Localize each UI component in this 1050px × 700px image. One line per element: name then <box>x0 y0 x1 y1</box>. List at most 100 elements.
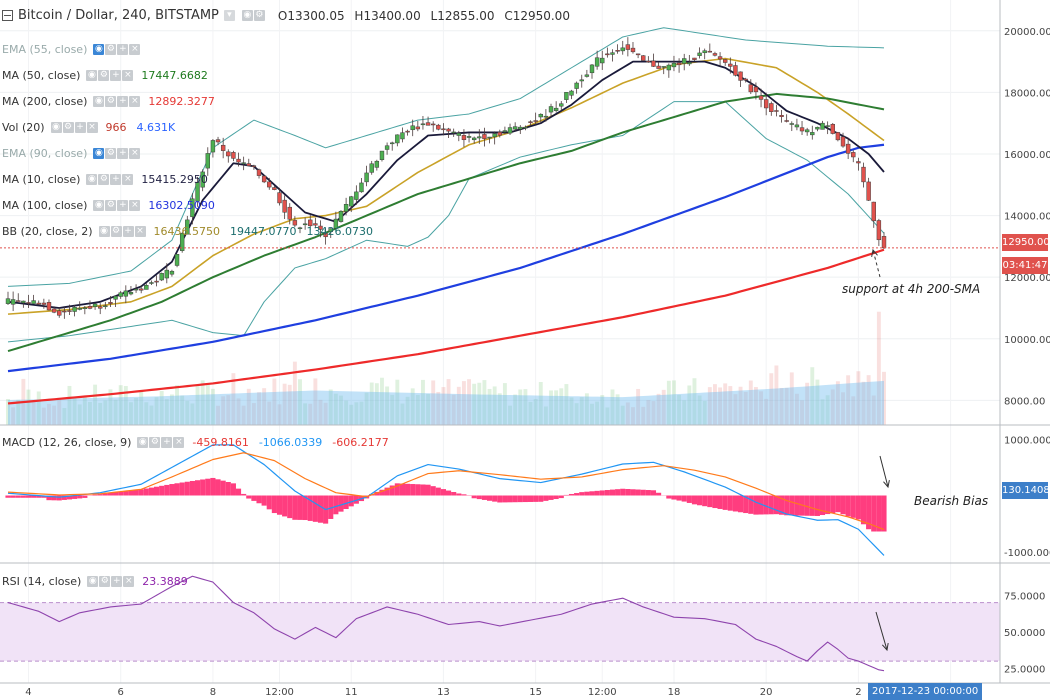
candle-up <box>328 228 333 232</box>
volume-bar <box>292 361 297 425</box>
macd-histogram-bar <box>251 495 257 501</box>
ma10-line <box>7 60 885 309</box>
macd-hist-value: -606.2177 <box>332 436 389 449</box>
macd-histogram-bar <box>538 495 544 502</box>
volume-bar <box>216 405 220 425</box>
close-icon[interactable]: × <box>129 148 141 159</box>
add-icon[interactable]: + <box>117 96 129 107</box>
candle-down <box>26 302 31 304</box>
legend-row: EMA (90, close) ◉ ⚙ + × <box>2 146 144 161</box>
add-icon[interactable]: + <box>122 226 134 237</box>
volume-bar <box>549 390 553 425</box>
macd-histogram-bar <box>138 489 144 496</box>
close-icon[interactable]: × <box>129 44 141 55</box>
close-icon[interactable]: × <box>173 437 185 448</box>
candle-down <box>256 169 262 176</box>
dropdown-icon[interactable]: ▾ <box>223 10 235 21</box>
add-icon[interactable]: + <box>117 200 129 211</box>
bb-upper-line <box>7 27 885 287</box>
candle-up <box>594 57 600 67</box>
legend-value: 15415.2950 <box>141 173 208 186</box>
add-icon[interactable]: + <box>74 122 86 133</box>
volume-bar <box>272 378 277 425</box>
settings-icon[interactable]: ⚙ <box>98 174 110 185</box>
candle-up <box>687 62 692 65</box>
macd-histogram-bar <box>266 495 272 510</box>
close-icon[interactable]: × <box>122 174 134 185</box>
legend-label: EMA (90, close) <box>2 147 88 160</box>
macd-histogram-bar <box>738 495 744 513</box>
settings-icon[interactable]: ⚙ <box>105 44 117 55</box>
candlesticks[interactable] <box>5 37 887 319</box>
rsi-pane <box>0 575 1000 672</box>
volume-bar <box>344 400 349 425</box>
settings-icon[interactable]: ⚙ <box>110 226 122 237</box>
settings-icon[interactable]: ⚙ <box>99 576 111 587</box>
volume-bar <box>103 400 108 425</box>
macd-histogram-bar <box>543 495 549 501</box>
macd-histogram-bar <box>164 484 170 496</box>
volume-bar <box>385 386 390 425</box>
visibility-icon[interactable]: ◉ <box>86 174 98 185</box>
close-icon[interactable]: × <box>129 200 141 211</box>
close-icon[interactable]: × <box>134 226 146 237</box>
candle-down <box>769 103 774 112</box>
add-icon[interactable]: + <box>110 174 122 185</box>
volume-bar <box>871 395 876 425</box>
time-tick-label: 12:00 <box>588 687 617 698</box>
settings-icon[interactable]: ⚙ <box>105 96 117 107</box>
candle-down <box>497 131 502 136</box>
settings-icon[interactable]: ⚙ <box>149 437 161 448</box>
macd-histogram-bar <box>830 495 836 514</box>
visibility-icon[interactable]: ◉ <box>93 148 105 159</box>
visibility-icon[interactable]: ◉ <box>93 44 105 55</box>
settings-icon[interactable]: ⚙ <box>105 200 117 211</box>
close-icon[interactable]: × <box>122 70 134 81</box>
close-icon[interactable]: × <box>129 96 141 107</box>
open-value: O13300.05 <box>277 8 345 23</box>
macd-histogram-bar <box>594 490 600 496</box>
candle-down <box>635 53 641 56</box>
visibility-icon[interactable]: ◉ <box>137 437 149 448</box>
settings-icon[interactable]: ⚙ <box>62 122 74 133</box>
volume-bar <box>805 382 810 425</box>
settings-icon[interactable]: ⚙ <box>105 148 117 159</box>
visibility-icon[interactable]: ◉ <box>86 70 98 81</box>
add-icon[interactable]: + <box>111 576 123 587</box>
time-tick-label: 20 <box>760 687 773 698</box>
candle-up <box>169 270 175 275</box>
add-icon[interactable]: + <box>117 148 129 159</box>
visibility-icon[interactable]: ◉ <box>50 122 62 133</box>
add-icon[interactable]: + <box>110 70 122 81</box>
visibility-icon[interactable]: ◉ <box>93 200 105 211</box>
settings-icon[interactable]: ⚙ <box>253 10 265 21</box>
candle-down <box>261 175 267 183</box>
price-tick-label: 16000.00 <box>1004 150 1050 161</box>
volume-bar <box>748 380 753 425</box>
volume-bar <box>753 387 758 425</box>
add-icon[interactable]: + <box>161 437 173 448</box>
close-icon[interactable]: × <box>123 576 135 587</box>
candle-down <box>405 130 410 133</box>
volume-bar <box>723 383 728 425</box>
volume-bar <box>835 381 840 425</box>
candle-down <box>866 181 871 201</box>
macd-histogram-bar <box>743 495 749 514</box>
volume-bar <box>830 389 835 425</box>
visibility-icon[interactable]: ◉ <box>93 96 105 107</box>
settings-icon[interactable]: ⚙ <box>98 70 110 81</box>
close-icon[interactable]: × <box>86 122 98 133</box>
candle-down <box>62 310 67 313</box>
macd-histogram-bar <box>15 495 21 498</box>
macd-tick-label: 1000.0000 <box>1004 435 1050 446</box>
visibility-icon[interactable]: ◉ <box>98 226 110 237</box>
macd-histogram-bar <box>133 490 139 496</box>
collapse-icon[interactable] <box>2 10 13 21</box>
add-icon[interactable]: + <box>117 44 129 55</box>
visibility-icon[interactable]: ◉ <box>241 10 253 21</box>
countdown-tag: 03:41:47 <box>1002 257 1048 274</box>
visibility-icon[interactable]: ◉ <box>87 576 99 587</box>
macd-histogram-bar <box>456 493 462 496</box>
macd-histogram-bar <box>374 491 380 496</box>
